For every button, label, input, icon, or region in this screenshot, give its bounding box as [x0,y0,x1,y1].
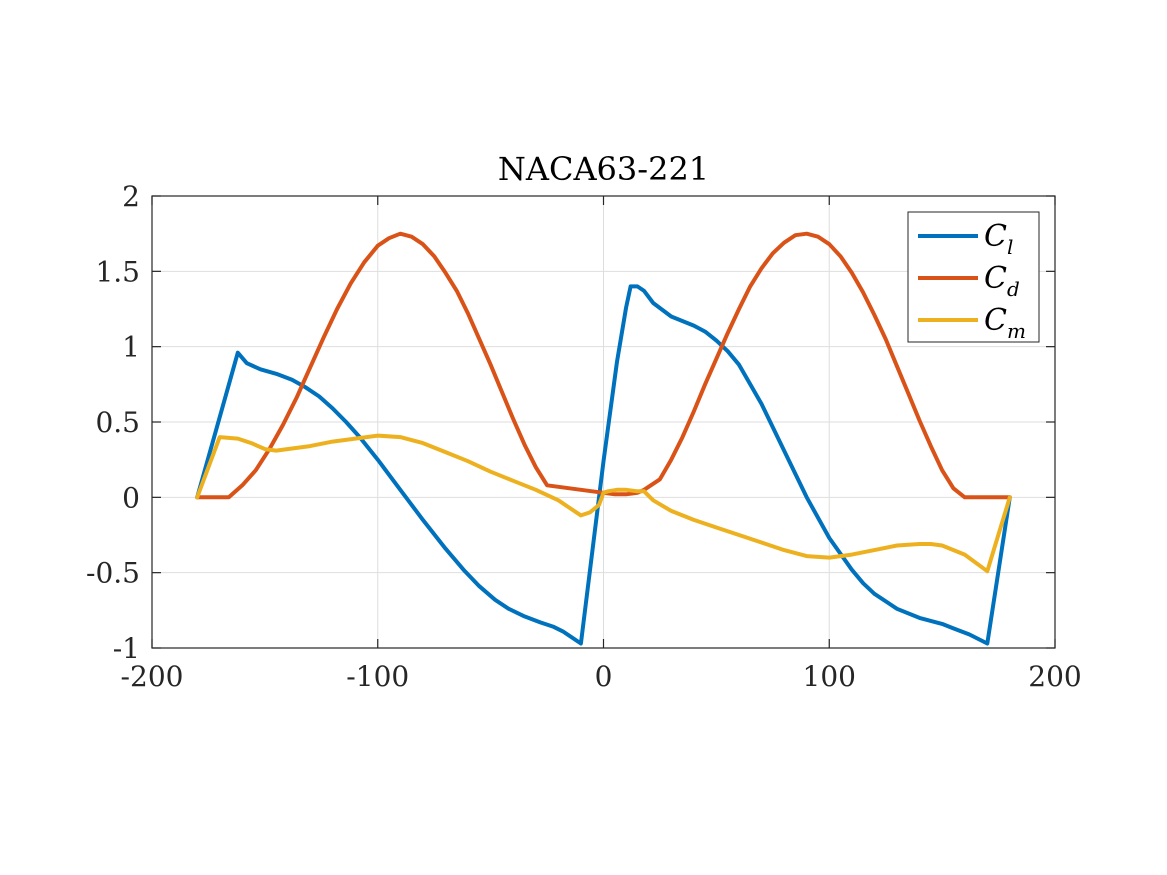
x-tick-label: 100 [803,660,856,693]
legend-label-cl: Cl [984,219,1013,259]
y-tick-label: 2 [122,180,140,213]
y-tick-label: 0.5 [95,406,140,439]
legend-label-main: C [984,219,1007,254]
x-tick-label: 200 [1028,660,1081,693]
axis-ticks: -200 -100 0 100 200 -1 -0.5 0 0.5 1 1.5 2 [86,180,1082,693]
grid [152,196,1055,648]
legend-label-main: C [984,303,1007,338]
series-layer [195,231,1012,646]
y-tick-label: -1 [113,632,140,665]
series-line-cd [195,231,1012,500]
legend-label-cd: Cd [984,261,1020,301]
legend-label-subscript: d [1007,277,1020,301]
chart-title: NACA63-221 [498,150,709,188]
legend-label-subscript: m [1007,319,1026,343]
y-tick-label: 0 [122,481,140,514]
series-line-cl [195,284,1012,646]
series-line-cm [195,433,1012,574]
y-tick-label: -0.5 [86,557,140,590]
legend-label-main: C [984,261,1007,296]
y-tick-label: 1 [122,331,140,364]
x-tick-label: -200 [121,660,184,693]
x-tick-label: -100 [346,660,409,693]
legend-label-cm: Cm [984,303,1026,343]
y-tick-label: 1.5 [95,255,140,288]
legend-label-subscript: l [1007,235,1013,259]
x-tick-label: 0 [595,660,613,693]
